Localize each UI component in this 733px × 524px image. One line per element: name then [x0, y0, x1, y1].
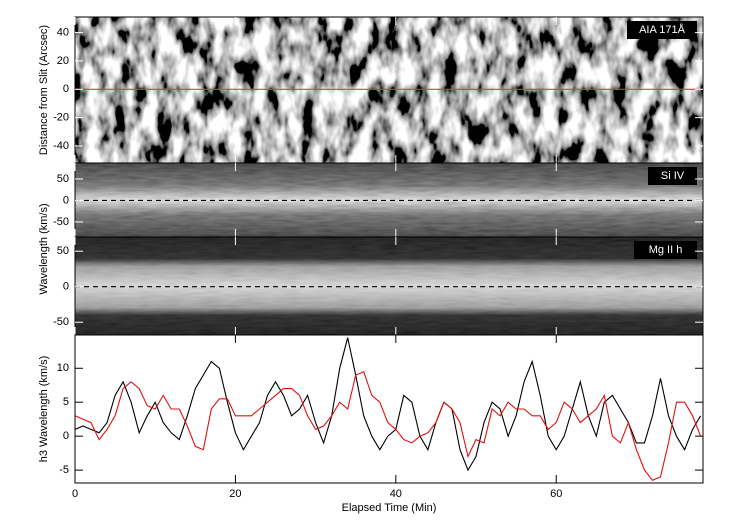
y-tick-label: 0: [63, 83, 69, 95]
y-axis-label: h3 Wavelength (km/s): [38, 356, 50, 463]
y-tick-label: 20: [57, 55, 69, 67]
panel-label: AIA 171Å: [639, 23, 686, 36]
y-tick-label: 0: [63, 194, 69, 206]
label-box: [634, 241, 697, 259]
panel-label: Si IV: [661, 170, 685, 182]
label-box: [627, 21, 697, 39]
x-tick-label: 40: [390, 488, 402, 500]
plot-bg: [75, 335, 703, 483]
y-tick-label: -20: [53, 112, 69, 124]
y-tick-label: 50: [57, 245, 69, 257]
y-axis-label: Distance from Slit (Arcsec): [38, 25, 50, 155]
y-tick-label: -50: [53, 316, 69, 328]
y-tick-label: -5: [59, 464, 69, 476]
x-tick-label: 60: [550, 488, 562, 500]
x-tick-label: 0: [72, 488, 78, 500]
y-tick-label: 5: [63, 396, 69, 408]
line-series: [75, 370, 702, 481]
panel-frame: [74, 334, 704, 484]
line-series: [75, 337, 702, 472]
y-axis-label: Wavelength (km/s): [38, 203, 50, 294]
y-tick-label: 0: [63, 430, 69, 442]
y-tick-label: 10: [57, 362, 69, 374]
panel-label: Mg II h: [649, 244, 683, 256]
y-tick-label: 50: [57, 173, 69, 185]
y-tick-label: 40: [57, 26, 69, 38]
y-tick-label: -50: [53, 216, 69, 228]
x-tick-label: 20: [229, 488, 241, 500]
image-texture: [75, 17, 703, 163]
image-texture: [75, 237, 703, 335]
y-tick-label: -40: [53, 140, 69, 152]
label-box: [648, 167, 697, 185]
series-group: [75, 337, 702, 481]
x-axis-label: Elapsed Time (Min): [342, 502, 437, 514]
y-tick-label: 0: [63, 281, 69, 293]
